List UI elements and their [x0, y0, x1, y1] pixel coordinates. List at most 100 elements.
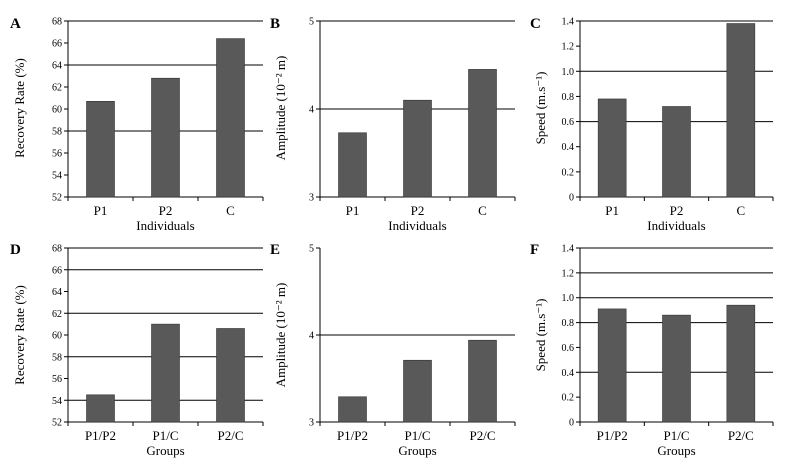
y-tick-label: 0.8: [562, 318, 575, 329]
panel-letter: B: [270, 16, 280, 32]
x-tick-label: P1: [605, 203, 619, 218]
y-tick-label: 60: [52, 105, 62, 116]
y-tick-label: 66: [52, 39, 62, 50]
y-tick-label: 0.6: [562, 343, 575, 354]
y-tick-label: 54: [52, 396, 62, 407]
panel-letter: F: [530, 242, 539, 258]
x-tick-label: P2: [159, 203, 173, 218]
y-tick-label: 0.6: [562, 117, 575, 128]
x-tick-label: P2: [411, 203, 425, 218]
bar-c: [468, 69, 497, 198]
chart-panel-f: 0 0.2 0.4 0.6 0.8 1.0 1.2 1.4 P1/P2 P1/C P2/C Group…: [530, 242, 774, 458]
y-tick-label: 56: [52, 149, 62, 160]
bar-p1-c: [151, 323, 180, 423]
y-tick-label: 1.0: [562, 293, 575, 304]
y-axis-label: Recovery Rate (%): [12, 58, 27, 158]
y-tick-label: 66: [52, 265, 62, 276]
x-tick-label: P2/C: [728, 428, 754, 443]
panel-letter: E: [270, 242, 280, 258]
y-tick-label: 52: [52, 193, 62, 204]
bar-p1-p2: [86, 394, 115, 423]
x-tick-label: P1/C: [663, 428, 689, 443]
y-tick-label: 54: [52, 171, 62, 182]
bar-c: [216, 38, 245, 198]
chart-panel-b: 3 4 5 P1 P2 C Individuals Amplitude (10⁻² m) B: [270, 16, 516, 233]
y-tick-label: 1.4: [562, 244, 575, 255]
y-tick-label: 1.4: [562, 17, 575, 28]
panel-letter: D: [10, 242, 21, 258]
y-tick-label: 52: [52, 418, 62, 429]
y-tick-label: 62: [52, 83, 62, 94]
y-tick-label: 5: [309, 244, 314, 255]
x-axis-label: Groups: [146, 443, 184, 458]
x-tick-label: C: [478, 203, 487, 218]
y-tick-label: 1.2: [562, 268, 575, 279]
y-axis-label: Speed (m.s⁻¹): [533, 72, 548, 145]
chart-panel-d: 52 54 56 58 60 62 64 66 68 P1/P2 P1/C P2/C Groups Rec…: [10, 242, 264, 458]
x-tick-label: P1/P2: [337, 428, 368, 443]
y-tick-label: 4: [309, 331, 314, 342]
bar-p1: [597, 98, 627, 198]
y-tick-label: 58: [52, 127, 62, 138]
y-tick-label: 0.2: [562, 167, 575, 178]
x-tick-label: P2/C: [217, 428, 243, 443]
x-axis-label: Individuals: [647, 218, 706, 233]
y-tick-label: 62: [52, 309, 62, 320]
y-tick-label: 0.4: [562, 142, 575, 153]
bar-p1: [338, 132, 367, 198]
bar-p2-c: [468, 339, 497, 423]
y-tick-label: 64: [52, 61, 62, 72]
y-tick-label: 64: [52, 287, 62, 298]
chart-panel-c: 0 0.2 0.4 0.6 0.8 1.0 1.2 1.4 P1 P2 C Individuals Sp…: [530, 16, 774, 233]
x-tick-label: P1/C: [404, 428, 430, 443]
x-tick-label: P1/P2: [85, 428, 116, 443]
x-axis-label: Individuals: [136, 218, 195, 233]
y-tick-label: 4: [309, 105, 314, 116]
y-tick-label: 58: [52, 352, 62, 363]
y-tick-label: 5: [309, 17, 314, 28]
y-axis-label: Recovery Rate (%): [12, 285, 27, 385]
y-tick-label: 3: [309, 193, 314, 204]
y-tick-label: 1.2: [562, 42, 575, 53]
y-tick-label: 0.8: [562, 92, 575, 103]
y-tick-label: 68: [52, 244, 62, 255]
bar-p2: [403, 99, 432, 198]
x-axis-label: Groups: [657, 443, 695, 458]
bar-p2-c: [216, 328, 245, 423]
bar-p2-c: [726, 304, 756, 423]
x-tick-label: P1: [94, 203, 108, 218]
chart-panel-a: 52 54 56 58 60 62 64 66 68 P1 P2 C Individuals Recove…: [10, 16, 264, 233]
x-axis-label: Groups: [398, 443, 436, 458]
y-tick-label: 0.4: [562, 368, 575, 379]
bar-p1: [86, 101, 115, 198]
x-tick-label: C: [226, 203, 235, 218]
y-tick-label: 56: [52, 374, 62, 385]
bar-p1-c: [662, 314, 691, 423]
x-tick-label: P1: [346, 203, 360, 218]
bar-c: [726, 23, 756, 198]
y-tick-label: 3: [309, 418, 314, 429]
y-axis-label: Speed (m.s⁻¹): [533, 299, 548, 372]
panel-letter: C: [530, 16, 541, 32]
panel-letter: A: [10, 16, 21, 32]
x-axis-label: Individuals: [388, 218, 447, 233]
bar-p1-c: [403, 359, 432, 423]
bar-p2: [151, 77, 180, 198]
x-tick-label: P2/C: [469, 428, 495, 443]
y-tick-label: 60: [52, 331, 62, 342]
bar-p1-p2: [597, 308, 627, 423]
y-tick-label: 68: [52, 17, 62, 28]
bar-p1-p2: [338, 396, 367, 423]
y-tick-label: 0: [569, 418, 574, 429]
x-tick-label: P1/C: [152, 428, 178, 443]
y-tick-label: 0: [569, 193, 574, 204]
y-tick-label: 0.2: [562, 393, 575, 404]
bar-p2: [662, 106, 691, 198]
y-axis-label: Amplitude (10⁻² m): [273, 56, 288, 161]
chart-panel-e: 3 4 5 P1/P2 P1/C P2/C Groups Amplitude (10⁻² m)…: [270, 242, 516, 458]
x-tick-label: P2: [670, 203, 684, 218]
y-tick-label: 1.0: [562, 67, 575, 78]
x-tick-label: C: [736, 203, 745, 218]
y-axis-label: Amplitude (10⁻² m): [273, 283, 288, 388]
